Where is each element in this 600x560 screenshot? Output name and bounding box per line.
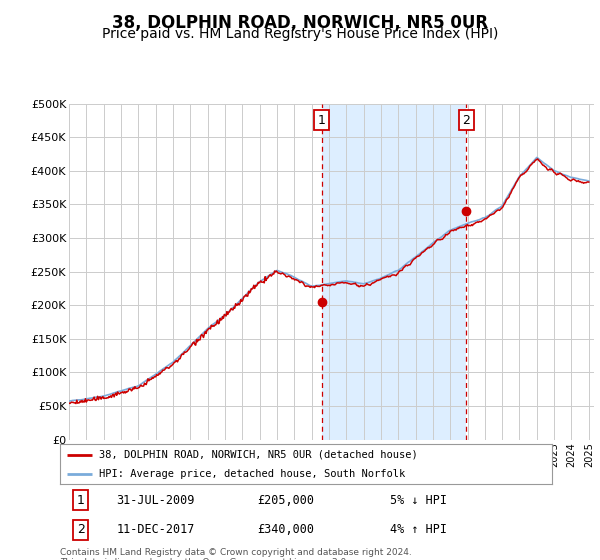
Text: 11-DEC-2017: 11-DEC-2017 bbox=[116, 523, 195, 536]
Text: 38, DOLPHIN ROAD, NORWICH, NR5 0UR: 38, DOLPHIN ROAD, NORWICH, NR5 0UR bbox=[112, 14, 488, 32]
Text: Price paid vs. HM Land Registry's House Price Index (HPI): Price paid vs. HM Land Registry's House … bbox=[102, 27, 498, 41]
Text: 2: 2 bbox=[463, 114, 470, 127]
Text: 1: 1 bbox=[317, 114, 326, 127]
Text: £340,000: £340,000 bbox=[257, 523, 314, 536]
Text: 31-JUL-2009: 31-JUL-2009 bbox=[116, 493, 195, 507]
Text: 2: 2 bbox=[77, 523, 85, 536]
Text: £205,000: £205,000 bbox=[257, 493, 314, 507]
Text: 5% ↓ HPI: 5% ↓ HPI bbox=[389, 493, 446, 507]
Text: Contains HM Land Registry data © Crown copyright and database right 2024.
This d: Contains HM Land Registry data © Crown c… bbox=[60, 548, 412, 560]
Bar bbox=[322, 104, 466, 440]
Text: HPI: Average price, detached house, South Norfolk: HPI: Average price, detached house, Sout… bbox=[100, 469, 406, 478]
Text: 38, DOLPHIN ROAD, NORWICH, NR5 0UR (detached house): 38, DOLPHIN ROAD, NORWICH, NR5 0UR (deta… bbox=[100, 450, 418, 460]
Text: 4% ↑ HPI: 4% ↑ HPI bbox=[389, 523, 446, 536]
Text: 1: 1 bbox=[77, 493, 85, 507]
